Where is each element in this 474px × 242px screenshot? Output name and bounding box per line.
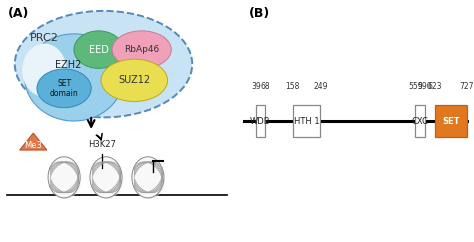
Ellipse shape — [112, 31, 171, 68]
Text: (A): (A) — [8, 7, 29, 20]
Ellipse shape — [133, 158, 165, 199]
Text: 590: 590 — [418, 82, 432, 91]
Bar — [435, 105, 467, 137]
Ellipse shape — [37, 69, 91, 108]
Ellipse shape — [91, 158, 123, 199]
Polygon shape — [20, 133, 47, 150]
Text: 727: 727 — [460, 82, 474, 91]
Text: Me3: Me3 — [24, 141, 42, 150]
Text: RbAp46: RbAp46 — [124, 45, 159, 54]
Bar — [415, 105, 425, 137]
Text: SET
domain: SET domain — [50, 79, 79, 98]
Text: 158: 158 — [285, 82, 300, 91]
Text: SUZ12: SUZ12 — [118, 75, 150, 85]
Text: 68: 68 — [260, 82, 270, 91]
Text: EED: EED — [89, 45, 109, 55]
Text: EZH2: EZH2 — [55, 60, 81, 70]
Text: 623: 623 — [428, 82, 442, 91]
Text: H3K27: H3K27 — [88, 140, 116, 149]
Ellipse shape — [132, 157, 164, 198]
Ellipse shape — [22, 44, 66, 97]
Bar — [292, 105, 320, 137]
Ellipse shape — [49, 158, 82, 199]
Ellipse shape — [15, 11, 192, 117]
Bar — [256, 105, 265, 137]
Text: HTH 1: HTH 1 — [294, 116, 319, 126]
Ellipse shape — [90, 157, 122, 198]
Text: 559: 559 — [408, 82, 423, 91]
Text: (B): (B) — [249, 7, 270, 20]
Text: 39: 39 — [251, 82, 261, 91]
Text: CXC: CXC — [412, 116, 428, 126]
Text: SET: SET — [442, 116, 460, 126]
Ellipse shape — [25, 34, 123, 121]
Text: WDB: WDB — [250, 116, 271, 126]
Ellipse shape — [101, 59, 168, 102]
Ellipse shape — [48, 157, 80, 198]
Ellipse shape — [74, 31, 123, 68]
Text: PRC2: PRC2 — [29, 32, 58, 43]
Text: 249: 249 — [313, 82, 328, 91]
